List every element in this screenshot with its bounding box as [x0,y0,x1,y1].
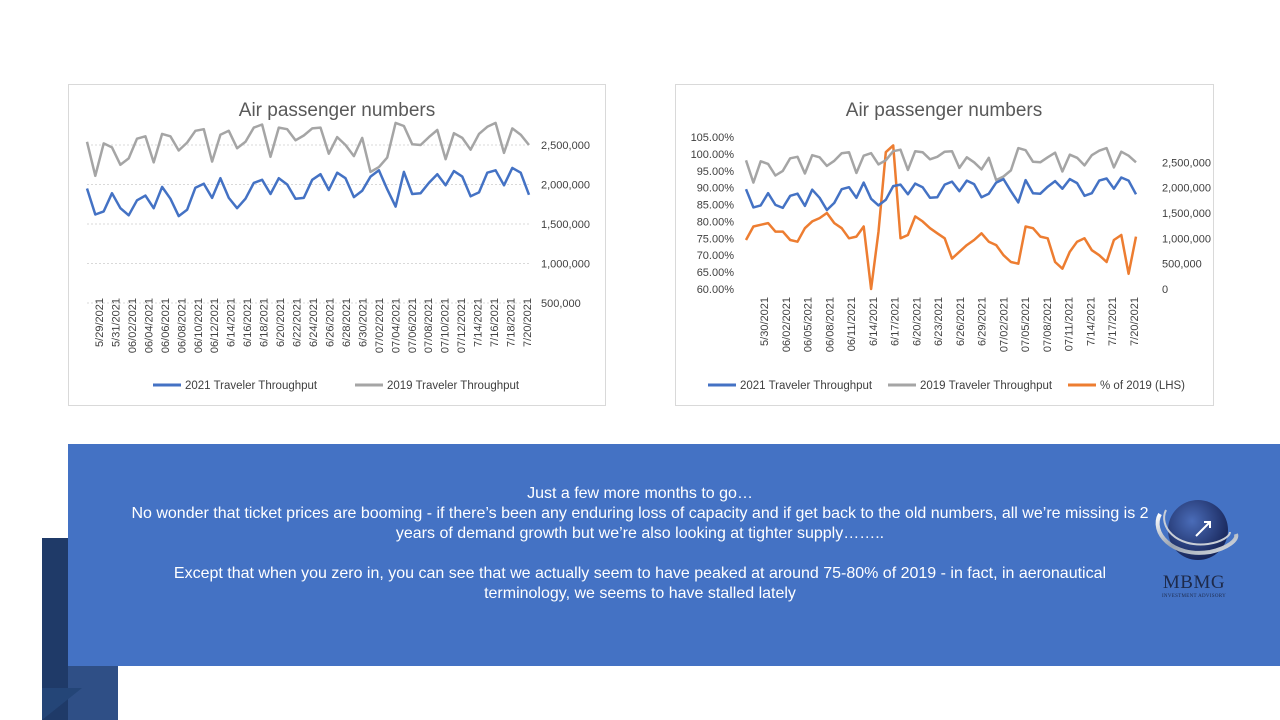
x-tick-label: 6/28/2021 [341,298,353,347]
caption-line-2: No wonder that ticket prices are booming… [131,505,1149,542]
x-tick-label: 06/02/2021 [127,298,139,353]
series-line [85,121,530,178]
series-line [744,146,1137,184]
x-tick-label: 6/20/2021 [275,298,287,347]
x-tick-label: 7/14/2021 [1085,297,1097,346]
legend-label: 2019 Traveler Throughput [920,380,1053,392]
x-tick-label: 06/10/2021 [193,298,205,353]
y-left-tick-label: 90.00% [697,183,735,195]
x-tick-label: 6/22/2021 [292,298,304,347]
x-tick-label: 06/04/2021 [143,298,155,353]
x-tick-label: 07/02/2021 [998,297,1010,352]
logo-wordmark: MBMG [1162,572,1226,593]
y-tick-label: 2,000,000 [541,180,590,192]
x-tick-label: 06/08/2021 [824,297,836,352]
x-tick-label: 06/11/2021 [846,297,858,351]
x-tick-label: 07/06/2021 [407,298,419,353]
x-tick-label: 7/20/2021 [1129,297,1141,346]
x-tick-label: 07/10/2021 [440,298,452,353]
x-tick-label: 6/16/2021 [242,298,254,347]
x-tick-label: 7/18/2021 [506,298,518,347]
x-tick-label: 07/05/2021 [1020,297,1032,352]
caption-line-1: Just a few more months to go… [527,485,753,502]
y-right-tick-label: 0 [1162,284,1168,296]
x-tick-label: 6/23/2021 [933,297,945,346]
series-line [744,144,1138,291]
chart-title: Air passenger numbers [846,100,1042,121]
x-tick-label: 5/29/2021 [94,298,106,347]
mbmg-logo: MBMG INVESTMENT ADVISORY [1146,492,1242,604]
legend-label: % of 2019 (LHS) [1100,380,1185,392]
x-tick-label: 6/30/2021 [357,298,369,347]
x-tick-label: 07/11/2021 [1064,297,1076,351]
y-left-tick-label: 70.00% [697,250,735,262]
y-right-tick-label: 1,000,000 [1162,233,1211,245]
x-tick-label: 6/26/2021 [955,297,967,346]
x-tick-label: 06/08/2021 [176,298,188,353]
chart-title: Air passenger numbers [239,100,435,121]
x-tick-label: 06/02/2021 [781,297,793,352]
x-tick-label: 06/12/2021 [209,298,221,353]
y-tick-label: 500,000 [541,298,581,310]
y-left-tick-label: 80.00% [697,216,735,228]
x-tick-label: 7/20/2021 [522,298,534,347]
series-line [85,166,531,218]
x-tick-label: 7/14/2021 [473,298,485,347]
x-tick-label: 07/04/2021 [390,298,402,353]
legend-label: 2021 Traveler Throughput [185,380,318,392]
x-tick-label: 6/14/2021 [226,298,238,347]
x-tick-label: 6/14/2021 [868,297,880,346]
x-tick-label: 7/16/2021 [489,298,501,347]
x-tick-label: 07/08/2021 [1042,297,1054,352]
y-right-tick-label: 2,500,000 [1162,157,1211,169]
y-left-tick-label: 60.00% [697,284,735,296]
x-tick-label: 6/18/2021 [259,298,271,347]
y-right-tick-label: 500,000 [1162,259,1202,271]
y-left-tick-label: 95.00% [697,166,735,178]
x-tick-label: 07/08/2021 [423,298,435,353]
legend-label: 2021 Traveler Throughput [740,380,873,392]
series-line [744,176,1138,212]
chart-left-panel: Air passenger numbers 500,000 1,000,000 1,5… [68,84,606,406]
commentary-banner [68,444,1280,666]
y-left-tick-label: 100.00% [691,149,735,161]
x-tick-label: 5/31/2021 [110,298,122,347]
x-tick-label: 6/26/2021 [324,298,336,347]
y-right-tick-label: 1,500,000 [1162,208,1211,220]
x-tick-label: 5/30/2021 [759,297,771,346]
chart-right: Air passenger numbers 60.00% 65.00% 70.00% 7… [691,100,1211,392]
x-tick-label: 06/05/2021 [803,297,815,352]
y-tick-label: 1,000,000 [541,259,590,271]
y-left-tick-label: 75.00% [697,233,735,245]
y-left-tick-label: 105.00% [691,132,735,144]
caption-line-3: Except that when you zero in, you can se… [173,565,1107,602]
chart-left: Air passenger numbers 500,000 1,000,000 1,5… [85,100,590,392]
logo-tagline: INVESTMENT ADVISORY [1161,594,1227,599]
x-tick-label: 07/02/2021 [374,298,386,353]
x-tick-label: 06/06/2021 [160,298,172,353]
chart-right-panel: Air passenger numbers 60.00% 65.00% 70.00% 7… [675,84,1214,406]
y-tick-label: 1,500,000 [541,219,590,231]
globe-swoosh-icon [1155,500,1239,560]
y-left-tick-label: 85.00% [697,200,735,212]
commentary-text: Just a few more months to go… No wonder … [130,484,1150,604]
y-tick-label: 2,500,000 [541,140,590,152]
x-tick-label: 07/12/2021 [456,298,468,353]
y-left-tick-label: 65.00% [697,267,735,279]
x-tick-label: 6/29/2021 [977,297,989,346]
x-tick-label: 6/17/2021 [890,297,902,346]
x-tick-label: 7/17/2021 [1107,297,1119,346]
x-tick-label: 6/24/2021 [308,298,320,347]
y-right-tick-label: 2,000,000 [1162,183,1211,195]
x-tick-label: 6/20/2021 [911,297,923,346]
legend-label: 2019 Traveler Throughput [387,380,520,392]
